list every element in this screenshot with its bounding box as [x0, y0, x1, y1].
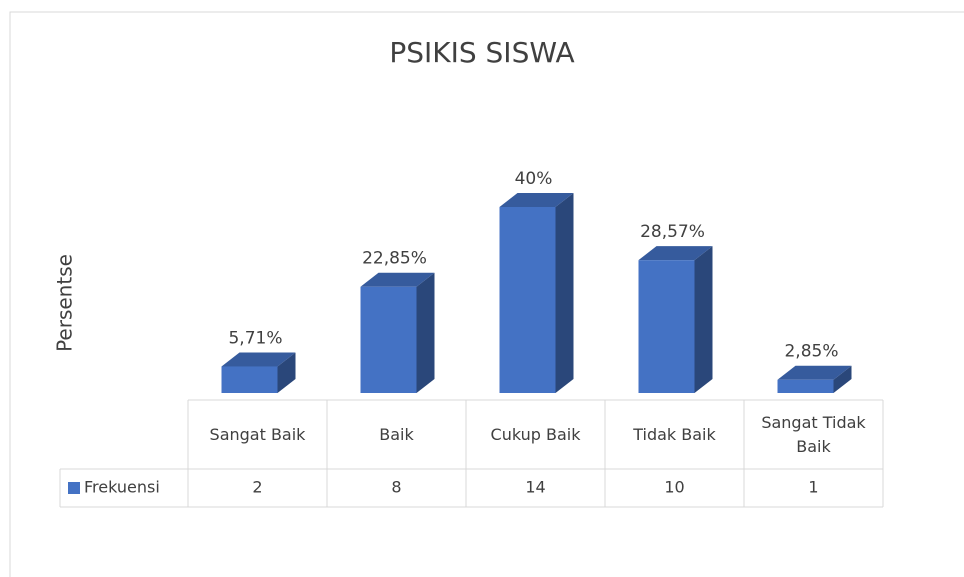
chart-title: PSIKIS SISWA	[389, 36, 574, 69]
table-row-label: Frekuensi	[84, 478, 160, 497]
bar	[221, 352, 296, 393]
bar	[638, 246, 713, 393]
bar-side	[416, 272, 435, 393]
bar-front	[638, 260, 695, 393]
legend-key	[68, 482, 80, 494]
y-axis-label: Persentse	[53, 254, 77, 352]
bar-top	[360, 272, 435, 287]
category-label: Sangat Tidak Baik	[761, 412, 866, 456]
data-label: 22,85%	[362, 249, 427, 269]
data-label: 28,57%	[640, 222, 705, 242]
bar-top	[221, 352, 296, 367]
table-value: 2	[252, 478, 262, 497]
category-label: Sangat Baik	[209, 424, 306, 444]
data-label: 5,71%	[228, 328, 282, 348]
category-label: Tidak Baik	[633, 424, 716, 444]
table-value: 1	[808, 478, 818, 497]
category-label-box: Baik	[379, 424, 414, 444]
table-value: 8	[391, 478, 401, 497]
bar-side	[833, 365, 852, 393]
bar-front	[360, 286, 417, 393]
data-label: 2,85%	[784, 342, 838, 362]
category-label-box: Sangat Tidak Baik	[761, 412, 866, 456]
table-value: 14	[525, 478, 545, 497]
bar-side	[555, 193, 574, 393]
bar-front	[777, 379, 834, 393]
bar-side	[277, 352, 296, 393]
bar-front	[221, 366, 278, 393]
category-label-box: Tidak Baik	[633, 424, 716, 444]
category-label-box: Sangat Baik	[209, 424, 306, 444]
bar-front	[499, 207, 556, 393]
chart-border	[9, 11, 964, 577]
category-label: Cukup Baik	[490, 424, 581, 444]
bar	[499, 193, 574, 393]
bar-top	[777, 365, 852, 380]
bar	[360, 272, 435, 393]
bar-top	[638, 246, 713, 261]
table-value: 10	[664, 478, 684, 497]
data-label: 40%	[515, 169, 553, 189]
bar-side	[694, 246, 713, 393]
category-label: Baik	[379, 424, 414, 444]
category-label-box: Cukup Baik	[490, 424, 581, 444]
bar-top	[499, 193, 574, 207]
bar	[777, 365, 852, 393]
